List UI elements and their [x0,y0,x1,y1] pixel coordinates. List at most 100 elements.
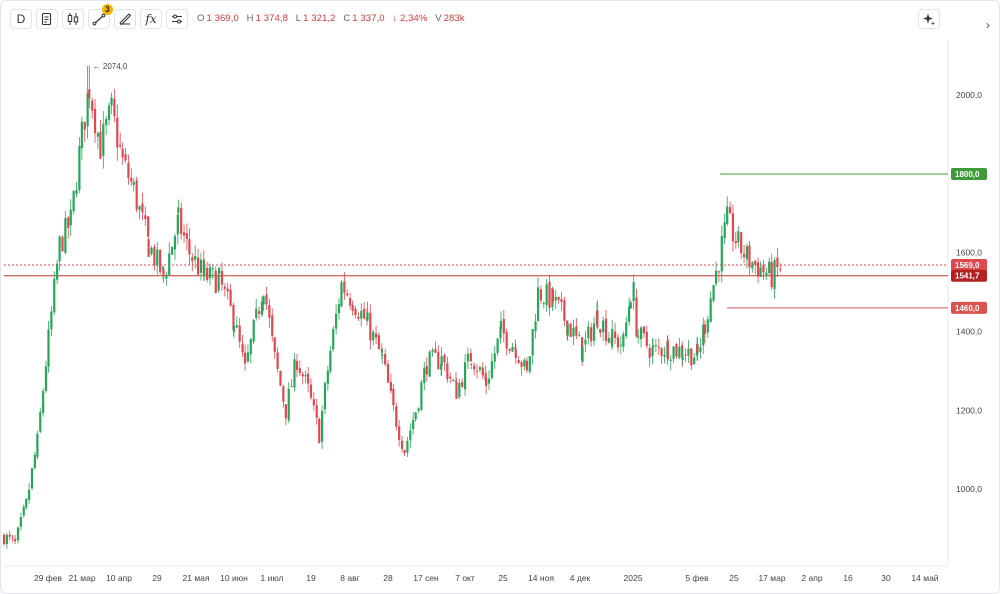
candle-body [770,262,773,288]
chevron-right-icon[interactable]: › [986,18,990,32]
candle [592,316,596,346]
candle [138,205,141,220]
candle-body [578,335,581,337]
candle-body [132,181,135,185]
candle-body [386,364,390,383]
candle-body [681,345,684,358]
candle [72,190,75,215]
chart-type-button[interactable] [62,9,84,29]
candle-body [107,105,111,120]
candle [255,298,258,321]
candle-body [208,267,212,279]
candle [523,358,526,371]
candle-body [241,343,244,353]
candle-body [372,331,375,341]
candle-body [470,363,473,365]
price-tag-label: 1800,0 [955,170,980,179]
candle [563,296,566,327]
candle-body [776,257,779,268]
candle-body [182,232,186,236]
candle [206,261,209,283]
candle [684,348,687,362]
candle [409,423,412,449]
candle [273,336,276,359]
candle [545,278,548,312]
candle [437,345,440,370]
interval-button[interactable]: D [10,9,32,29]
candle [232,319,236,338]
candle [675,343,678,359]
candle [412,411,415,435]
candle-body [238,325,241,342]
candle-body [176,214,179,235]
candle [770,253,773,291]
candle [56,260,59,285]
candle-body [604,318,608,342]
candle [102,111,105,169]
open-key: O [197,13,205,24]
candle-body [377,335,381,350]
candle-body [599,329,602,333]
ruler-button[interactable] [114,9,136,29]
candle [723,213,726,245]
candle-body [147,216,150,237]
candle [318,417,321,444]
drawings-button[interactable]: 3 [88,4,113,29]
candle-body [454,380,458,383]
indicators-template-button[interactable] [36,9,58,29]
candle-body [36,433,39,457]
candle [728,201,732,214]
candle-body [50,311,53,330]
candle-body [384,353,387,365]
candle-body [602,320,605,333]
candle-body [478,367,482,370]
candle-body [534,321,537,332]
candle [14,534,17,545]
candle-body [113,98,116,117]
candle-body [696,343,699,353]
candle [551,287,554,306]
candle [153,244,156,271]
candle-body [669,359,672,361]
price-tag-dark: 1541,7 [951,269,987,282]
candle [475,364,479,379]
candle [304,370,307,384]
candle [709,291,712,323]
candle [611,320,614,349]
candle [170,246,174,255]
candle-body [508,349,511,351]
candle-body [196,257,200,275]
candle-body [312,399,315,406]
candle [214,266,217,294]
ai-assistant-button[interactable] [918,9,940,29]
candle [536,277,540,322]
candle-body [159,249,162,273]
candle-body [523,359,526,367]
settings-button[interactable] [166,9,188,29]
candle-body [214,270,217,293]
candle-body [161,266,165,270]
candle [196,248,200,276]
candle [372,329,375,346]
indicators-button[interactable]: fx [140,9,162,29]
candles-layer: ← 2074,0 [2,62,782,549]
candle [762,260,765,281]
candle [720,225,723,283]
candle [357,312,360,321]
candle [756,257,760,284]
candle-body [11,537,14,539]
candle [531,328,534,365]
x-tick-label: 2 апр [801,573,822,583]
candle [449,372,452,384]
candle-body [566,323,569,336]
candle-body [44,366,48,391]
candle-body [666,340,669,360]
candle [332,325,335,352]
fx-icon: fx [145,12,157,26]
candle-body [455,382,458,399]
candle-body [141,203,144,213]
candle [596,300,599,330]
candle-body [360,310,363,319]
x-tick-label: 1 июл [261,573,284,583]
